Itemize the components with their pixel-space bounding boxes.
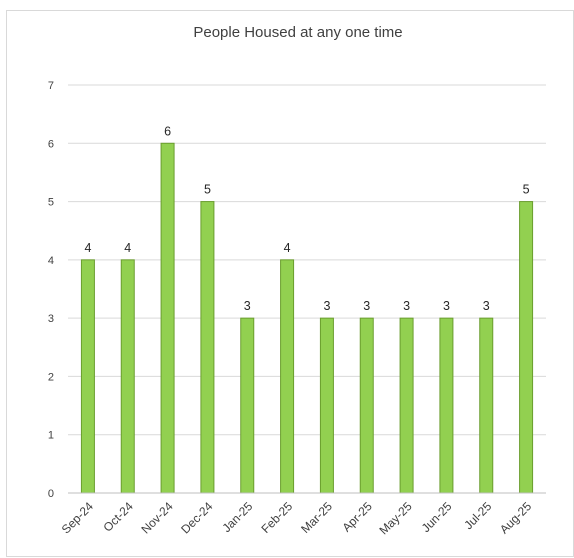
x-tick-label: May-25 <box>377 499 415 537</box>
x-tick-label: Nov-24 <box>138 499 175 536</box>
bar <box>439 317 454 494</box>
y-axis-ticks: 0 1 2 3 4 5 6 7 <box>48 80 54 500</box>
y-tick-label: 5 <box>48 197 54 209</box>
data-label: 5 <box>523 183 530 197</box>
y-tick-label: 2 <box>48 371 54 383</box>
y-tick-label: 0 <box>48 488 54 500</box>
data-label: 4 <box>284 241 291 255</box>
bars <box>80 142 534 494</box>
data-label: 5 <box>204 183 211 197</box>
data-label: 3 <box>403 299 410 313</box>
x-tick-label: Jun-25 <box>419 499 455 535</box>
bar <box>80 259 95 494</box>
bar <box>160 142 175 494</box>
bar <box>280 259 295 494</box>
x-tick-label: Aug-25 <box>497 499 534 536</box>
x-tick-label: Dec-24 <box>178 499 215 536</box>
data-label: 3 <box>244 299 251 313</box>
data-label: 3 <box>443 299 450 313</box>
y-tick-label: 1 <box>48 430 54 442</box>
bar <box>319 317 334 494</box>
bar <box>120 259 135 494</box>
x-tick-label: Feb-25 <box>258 499 295 536</box>
data-label: 3 <box>323 299 330 313</box>
y-tick-label: 4 <box>48 255 54 267</box>
bar <box>399 317 414 494</box>
data-label: 4 <box>84 241 91 255</box>
x-tick-label: Oct-24 <box>101 499 137 535</box>
x-tick-label: Jul-25 <box>461 499 494 532</box>
bar <box>200 201 215 494</box>
gridlines <box>68 84 546 436</box>
y-tick-label: 3 <box>48 313 54 325</box>
y-tick-label: 6 <box>48 138 54 150</box>
data-label: 6 <box>164 124 171 138</box>
x-tick-label: Jan-25 <box>220 499 256 535</box>
x-tick-label: Sep-24 <box>59 499 96 536</box>
x-tick-label: Mar-25 <box>298 499 335 536</box>
bar <box>240 317 255 494</box>
y-tick-label: 7 <box>48 80 54 92</box>
x-axis-ticks: Sep-24 Oct-24 Nov-24 Dec-24 Jan-25 Feb-25 Mar-… <box>59 499 535 537</box>
data-labels: 4 4 6 5 3 4 3 3 3 3 3 5 <box>84 124 529 313</box>
bar <box>479 317 494 494</box>
data-label: 3 <box>363 299 370 313</box>
data-label: 3 <box>483 299 490 313</box>
data-label: 4 <box>124 241 131 255</box>
bar <box>519 201 534 494</box>
chart-title: People Housed at any one time <box>193 24 402 41</box>
x-tick-label: Apr-25 <box>339 499 375 535</box>
bar <box>359 317 374 494</box>
